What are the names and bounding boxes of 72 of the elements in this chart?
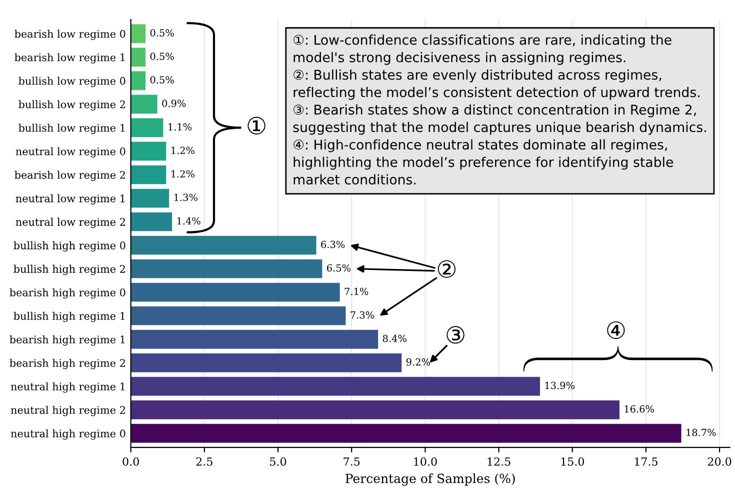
y-tick-label: neutral low regime 0 [16, 147, 126, 158]
y-tick-label: bearish high regime 2 [10, 358, 125, 370]
y-tick-label: bullish low regime 1 [18, 124, 124, 134]
bar [130, 118, 164, 138]
y-tick-label: bearish high regime 1 [10, 335, 124, 346]
x-tick-label: 10.0 [414, 457, 437, 466]
x-axis-title: Percentage of Samples (%) [346, 473, 515, 486]
x-tick-label: 2.5 [196, 457, 212, 466]
y-tick-label: bearish low regime 1 [14, 53, 124, 64]
y-tick-label: bullish low regime 2 [18, 100, 125, 110]
x-tick-label: 15.0 [561, 457, 584, 466]
bar [130, 353, 402, 372]
bar [130, 236, 316, 255]
y-tick-label: bearish low regime 2 [14, 170, 125, 181]
bar [130, 94, 158, 114]
data-label: 0.5% [150, 29, 174, 36]
annotation: ④ [607, 321, 625, 339]
y-tick-label: bullish high regime 0 [14, 241, 126, 252]
bar [130, 212, 172, 232]
bar [130, 142, 166, 161]
bar [130, 71, 146, 90]
data-label: 1.1% [168, 123, 192, 131]
bar [130, 24, 146, 44]
data-label: 1.2% [172, 170, 194, 178]
annotation: ② [438, 260, 456, 278]
data-label: 1.2% [172, 146, 194, 154]
y-tick-label: bearish high regime 0 [10, 288, 126, 299]
bar [130, 282, 340, 302]
annotation: ③: Bearish states show a distinct concentration in Regime 2, suggesting that the model captures unique bearish dynamics. [293, 104, 706, 135]
annotation: ③ [446, 326, 464, 344]
x-tick-label: 20.0 [708, 457, 732, 466]
data-label: 13.9% [545, 382, 575, 390]
bar [130, 306, 346, 326]
annotation: ④: High-confidence neutral states dominate all regimes, highlighting the model’s preference for identifying stable market conditions. [294, 139, 673, 185]
x-tick-label: 17.5 [634, 457, 658, 466]
data-label: 6.5% [326, 264, 350, 272]
y-tick-label: bearish low regime 0 [14, 30, 126, 40]
annotation: ②: Bullish states are evenly distributed across regimes, reflecting the model’s consistent detection of upward trends. [294, 69, 700, 100]
data-label: 0.9% [162, 100, 186, 108]
data-label: 7.3% [350, 311, 374, 319]
bar [130, 376, 540, 396]
bar [130, 48, 146, 67]
data-label: 7.1% [344, 288, 368, 296]
annotation: ① [248, 116, 266, 134]
y-tick-label: neutral low regime 1 [16, 194, 124, 205]
data-label: 8.4% [382, 334, 406, 342]
data-label: 1.4% [177, 217, 200, 225]
x-tick-label: 7.5 [344, 458, 360, 466]
bar [130, 259, 322, 278]
y-tick-label: bullish high regime 2 [14, 264, 125, 276]
y-tick-label: neutral low regime 2 [16, 218, 125, 228]
data-label: 9.2% [406, 358, 430, 366]
data-label: 18.7% [686, 428, 716, 436]
x-tick-label: 5.0 [270, 457, 286, 466]
bar [130, 330, 378, 349]
y-tick-label: neutral high regime 1 [10, 382, 124, 393]
y-tick-label: neutral high regime 2 [10, 406, 125, 416]
y-tick-label: neutral high regime 0 [10, 429, 126, 440]
data-label: 16.6% [624, 405, 654, 413]
x-tick-label: 12.5 [488, 457, 510, 466]
x-tick-label: 0.0 [122, 457, 139, 466]
data-label: 0.5% [150, 52, 174, 60]
bar [130, 424, 682, 443]
bar [130, 188, 170, 208]
data-label: 6.3% [321, 240, 345, 248]
data-label: 0.5% [150, 76, 174, 84]
annotation: ①: Low-confidence classifications are rare, indicating the model's strong decisiveness in assigning regimes. [294, 34, 672, 65]
y-tick-label: bullish low regime 0 [18, 76, 126, 87]
data-label: 1.3% [174, 194, 198, 202]
y-tick-label: bullish high regime 1 [14, 312, 124, 322]
bar [130, 400, 620, 420]
bar [130, 165, 166, 184]
